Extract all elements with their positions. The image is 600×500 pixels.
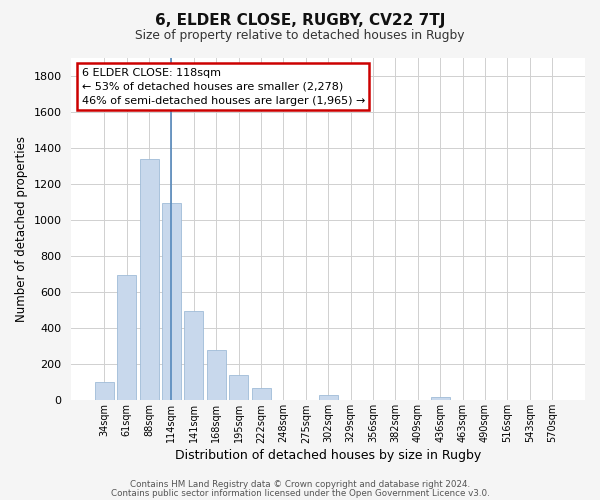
Y-axis label: Number of detached properties: Number of detached properties [15, 136, 28, 322]
Bar [251, 388, 271, 400]
Text: 6 ELDER CLOSE: 118sqm
← 53% of detached houses are smaller (2,278)
46% of semi-d: 6 ELDER CLOSE: 118sqm ← 53% of detached … [82, 68, 365, 106]
Bar [140, 158, 158, 400]
Bar [117, 275, 136, 400]
Bar [431, 397, 449, 400]
Bar [184, 311, 203, 400]
Bar [162, 202, 181, 400]
Bar [229, 375, 248, 400]
Bar [319, 395, 338, 400]
Bar [95, 382, 114, 400]
Bar [207, 350, 226, 401]
Text: Contains HM Land Registry data © Crown copyright and database right 2024.: Contains HM Land Registry data © Crown c… [130, 480, 470, 489]
Text: Contains public sector information licensed under the Open Government Licence v3: Contains public sector information licen… [110, 488, 490, 498]
Text: Size of property relative to detached houses in Rugby: Size of property relative to detached ho… [135, 29, 465, 42]
X-axis label: Distribution of detached houses by size in Rugby: Distribution of detached houses by size … [175, 450, 481, 462]
Text: 6, ELDER CLOSE, RUGBY, CV22 7TJ: 6, ELDER CLOSE, RUGBY, CV22 7TJ [155, 12, 445, 28]
